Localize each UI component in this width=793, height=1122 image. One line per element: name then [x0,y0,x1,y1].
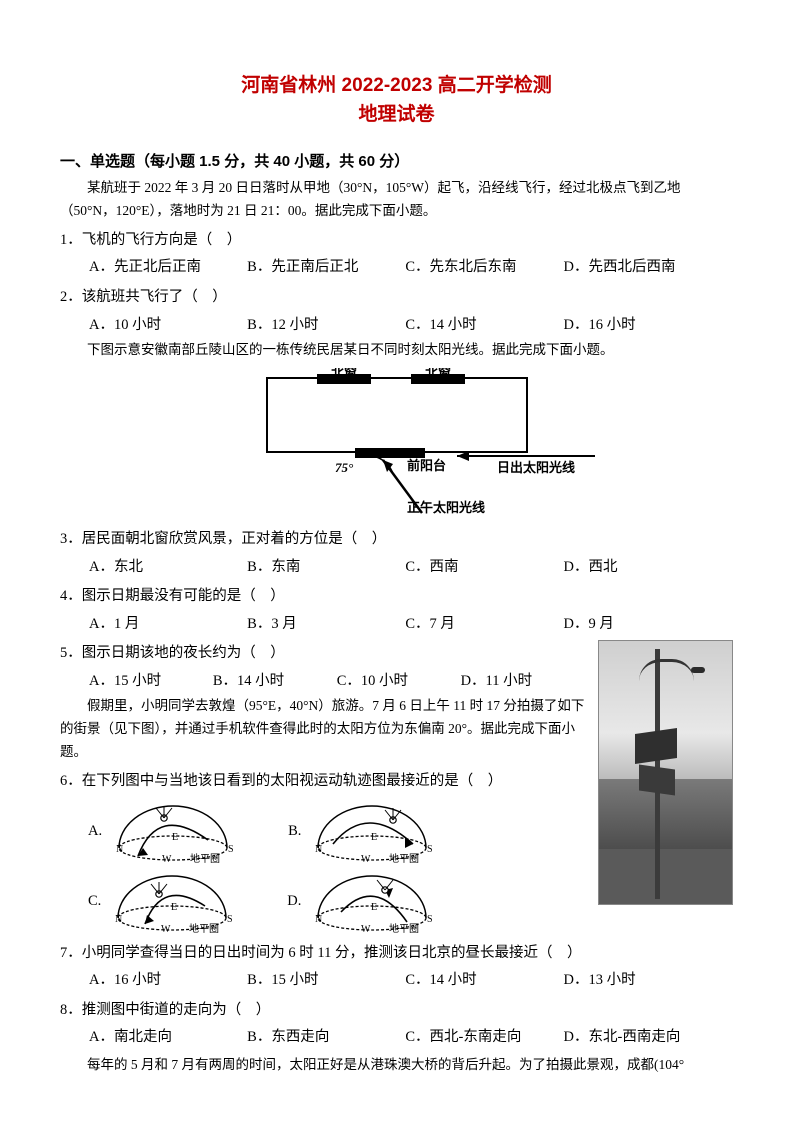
footnote-text: 每年的 5 月和 7 月有两周的时间，太阳正好是从港珠澳大桥的背后升起。为了拍摄… [60,1054,733,1077]
q7-opt-a: A．16 小时 [89,967,244,995]
q5-opt-c: C．10 小时 [337,668,457,696]
noon-label: 正午太阳光线 [407,500,485,515]
svg-text:N: N [115,914,122,925]
q2-opt-d: D．16 小时 [564,312,719,340]
svg-text:W: W [361,924,371,934]
q5-opt-b: B．14 小时 [213,668,333,696]
q6-opt-c: C. N S E W 地平圈 [88,870,237,934]
q8-opt-d: D．东北-西南走向 [564,1024,719,1052]
q5-opt-d: D．11 小时 [461,668,581,696]
front-balcony-label: 前阳台 [407,458,446,473]
house-diagram: 北窗 北窗 前阳台 日出太阳光线 75° 正午太阳光线 [60,368,733,518]
svg-text:S: S [427,844,433,855]
svg-text:E: E [371,902,377,913]
angle-label: 75° [335,460,354,475]
q7-opt-c: C．14 小时 [405,967,560,995]
q7-stem: 7．小明同学查得当日的日出时间为 6 时 11 分，推测该日北京的昼长最接近（ … [60,940,733,968]
sunrise-label: 日出太阳光线 [497,460,575,475]
intro-text-2: 下图示意安徽南部丘陵山区的一栋传统民居某日不同时刻太阳光线。据此完成下面小题。 [60,339,733,362]
q8-stem: 8．推测图中街道的走向为（ ） [60,997,733,1025]
q3-opt-b: B．东南 [247,554,402,582]
q1-opt-c: C．先东北后东南 [405,254,560,282]
q8-opt-b: B．东西走向 [247,1024,402,1052]
q4-opt-b: B．3 月 [247,611,402,639]
q3-opt-d: D．西北 [564,554,719,582]
north-window-label-l: 北窗 [330,368,356,381]
svg-text:N: N [315,914,322,925]
q7-opt-b: B．15 小时 [247,967,402,995]
q2-opt-a: A．10 小时 [89,312,244,340]
q6-opt-b: B. N S E W 地平圈 [288,800,437,864]
q1-opt-a: A．先正北后正南 [89,254,244,282]
section-heading: 一、单选题（每小题 1.5 分，共 40 小题，共 60 分） [60,150,733,171]
svg-text:地平圈: 地平圈 [389,852,419,864]
q1-opt-d: D．先西北后西南 [564,254,719,282]
svg-text:N: N [116,844,123,855]
q6-opt-a: A. N S E W 地平圈 [88,800,238,864]
svg-text:E: E [172,832,178,843]
q2-opt-b: B．12 小时 [247,312,402,340]
svg-text:W: W [161,924,171,934]
svg-text:N: N [315,844,322,855]
q4-opt-a: A．1 月 [89,611,244,639]
svg-text:地平圈: 地平圈 [189,922,219,934]
intro-text-3: 假期里，小明同学去敦煌（95°E，40°N）旅游。7 月 6 日上午 11 时 … [60,695,590,764]
q2-opt-c: C．14 小时 [405,312,560,340]
q6-opt-d: D. N S E W 地平圈 [287,870,437,934]
svg-text:W: W [162,854,172,864]
q8-opt-c: C．西北-东南走向 [405,1024,560,1052]
q4-opt-d: D．9 月 [564,611,719,639]
q3-stem: 3．居民面朝北窗欣赏风景，正对着的方位是（ ） [60,526,733,554]
q7-opt-d: D．13 小时 [564,967,719,995]
title-line2: 地理试卷 [60,99,733,126]
svg-text:S: S [227,914,233,925]
north-window-label-r: 北窗 [424,368,450,381]
q3-opt-a: A．东北 [89,554,244,582]
svg-text:S: S [228,844,234,855]
q1-opt-b: B．先正南后正北 [247,254,402,282]
q1-stem: 1．飞机的飞行方向是（ ） [60,227,733,255]
svg-text:S: S [427,914,433,925]
street-photo [598,640,733,905]
q6-stem: 6．在下列图中与当地该日看到的太阳视运动轨迹图最接近的是（ ） [60,768,590,796]
svg-text:地平圈: 地平圈 [389,922,419,934]
q5-opt-a: A．15 小时 [89,668,209,696]
svg-text:W: W [361,854,371,864]
q4-stem: 4．图示日期最没有可能的是（ ） [60,583,733,611]
q5-stem: 5．图示日期该地的夜长约为（ ） [60,640,590,668]
q4-opt-c: C．7 月 [405,611,560,639]
svg-text:E: E [371,832,377,843]
q8-opt-a: A．南北走向 [89,1024,244,1052]
svg-text:地平圈: 地平圈 [190,852,220,864]
intro-text-1: 某航班于 2022 年 3 月 20 日日落时从甲地（30°N，105°W）起飞… [60,177,733,223]
q3-opt-c: C．西南 [405,554,560,582]
q2-stem: 2．该航班共飞行了（ ） [60,284,733,312]
title-line1: 河南省林州 2022-2023 高二开学检测 [60,70,733,97]
svg-text:E: E [171,902,177,913]
